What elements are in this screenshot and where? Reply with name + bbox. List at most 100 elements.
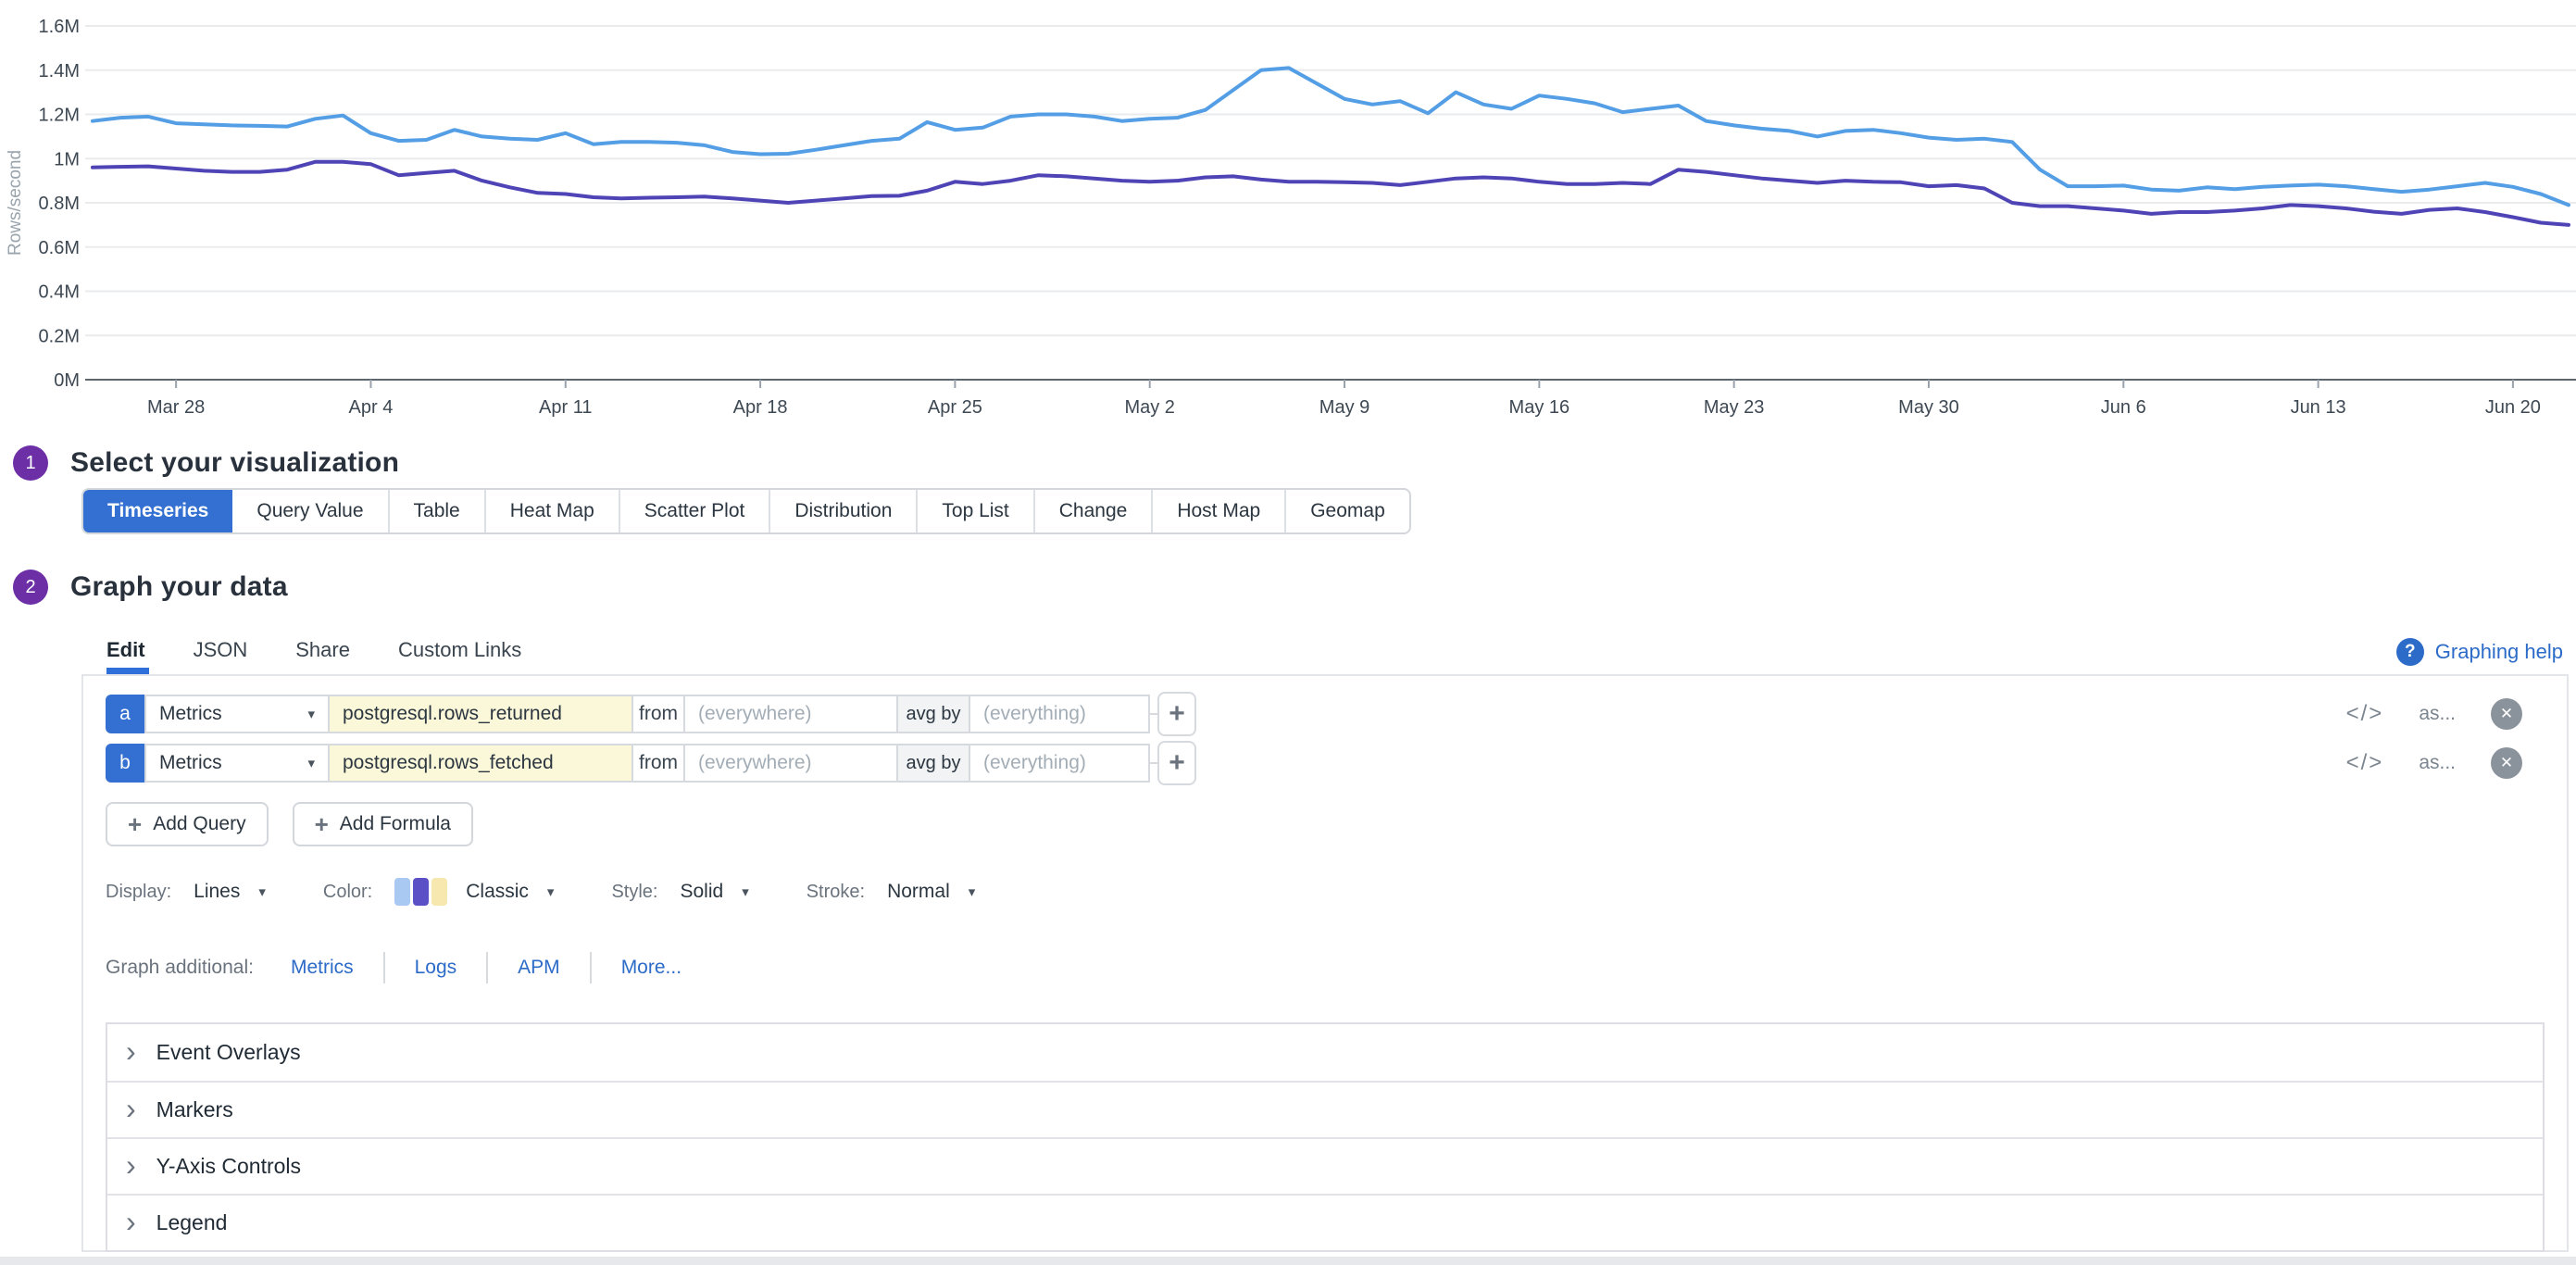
- svg-text:1M: 1M: [54, 149, 80, 169]
- viz-tab-query-value[interactable]: Query Value: [232, 490, 390, 532]
- scope-input[interactable]: [683, 744, 898, 783]
- add-group-button[interactable]: +: [1157, 741, 1196, 785]
- chevron-right-icon: ›: [126, 1147, 136, 1182]
- svg-text:1.4M: 1.4M: [39, 61, 80, 81]
- viz-tab-heat-map[interactable]: Heat Map: [486, 490, 620, 532]
- display-label: Display:: [106, 881, 172, 902]
- query-letter-badge: b: [106, 744, 144, 783]
- tab-share[interactable]: Share: [295, 638, 350, 661]
- add-group-button[interactable]: +: [1157, 692, 1196, 736]
- plus-icon: +: [128, 809, 143, 838]
- graphing-help-label: Graphing help: [2434, 640, 2563, 663]
- section-y-axis-controls[interactable]: › Y-Axis Controls: [107, 1137, 2543, 1194]
- viz-tab-geomap[interactable]: Geomap: [1310, 500, 1385, 521]
- display-options-row: Display: Lines ▾ Color: Classic ▾ Style:…: [106, 877, 2545, 907]
- step1-header: 1 Select your visualization: [13, 445, 2576, 481]
- svg-text:Apr 4: Apr 4: [349, 397, 394, 418]
- svg-text:Apr 18: Apr 18: [733, 397, 788, 418]
- viz-tab-scatter-plot[interactable]: Scatter Plot: [620, 490, 771, 532]
- viz-tab-table[interactable]: Table: [390, 490, 486, 532]
- group-by-input[interactable]: [969, 695, 1150, 733]
- code-editor-icon[interactable]: </>: [2345, 701, 2384, 726]
- avg-by-label: avg by: [896, 695, 970, 733]
- graph-additional-metrics-link[interactable]: Metrics: [290, 957, 354, 978]
- graph-your-data-section: 2 Graph your data Edit JSON Share Custom…: [0, 570, 2576, 1252]
- svg-text:0.4M: 0.4M: [39, 282, 80, 303]
- svg-text:Apr 25: Apr 25: [928, 397, 982, 418]
- svg-text:1.2M: 1.2M: [39, 106, 80, 126]
- group-by-input[interactable]: [969, 744, 1150, 783]
- metric-input[interactable]: [328, 695, 633, 733]
- color-palette-select[interactable]: Classic ▾: [394, 878, 554, 906]
- divider: [382, 952, 385, 983]
- section-legend[interactable]: › Legend: [107, 1194, 2543, 1250]
- color-label: Color:: [322, 881, 373, 902]
- graph-additional-apm-link[interactable]: APM: [518, 957, 560, 978]
- tab-custom-links[interactable]: Custom Links: [397, 638, 522, 661]
- line-style-select[interactable]: Solid ▾: [680, 881, 748, 903]
- display-type-select[interactable]: Lines ▾: [194, 881, 266, 903]
- add-query-button[interactable]: + Add Query: [106, 802, 269, 846]
- svg-text:Rows/second: Rows/second: [6, 150, 25, 256]
- query-row-b: b Metrics ▾ from avg by + </> as... ✕: [106, 741, 2545, 785]
- chevron-down-icon: ▾: [258, 884, 266, 900]
- visualization-tabs: Timeseries Query Value Table Heat Map Sc…: [81, 488, 1411, 534]
- add-formula-label: Add Formula: [339, 813, 451, 834]
- chevron-down-icon: ▾: [546, 884, 555, 900]
- as-alias-button[interactable]: as...: [2419, 752, 2456, 773]
- add-formula-button[interactable]: + Add Formula: [292, 802, 473, 846]
- graphing-help-link[interactable]: ? Graphing help: [2395, 636, 2563, 666]
- query-source-select[interactable]: Metrics ▾: [144, 695, 330, 733]
- step2-number-badge: 2: [13, 570, 48, 605]
- svg-text:Jun 20: Jun 20: [2485, 397, 2541, 418]
- bottom-scrollbar-track[interactable]: [0, 1257, 2576, 1265]
- metric-input[interactable]: [328, 744, 633, 783]
- tab-edit[interactable]: Edit: [106, 636, 149, 674]
- color-palette-value: Classic: [466, 881, 529, 902]
- viz-tab-top-list[interactable]: Top List: [918, 490, 1035, 532]
- from-label: from: [631, 695, 685, 733]
- svg-text:May 30: May 30: [1898, 397, 1959, 418]
- svg-text:0.6M: 0.6M: [39, 238, 80, 258]
- viz-tab-distribution[interactable]: Distribution: [770, 490, 919, 532]
- viz-tab-change[interactable]: Change: [1035, 490, 1154, 532]
- step1-number-badge: 1: [13, 445, 48, 481]
- chevron-right-icon: ›: [126, 1033, 136, 1068]
- chevron-down-icon: ▾: [968, 884, 976, 900]
- scope-input[interactable]: [683, 695, 898, 733]
- graph-additional-row: Graph additional: Metrics Logs APM More.…: [106, 952, 2545, 983]
- svg-text:May 9: May 9: [1319, 397, 1369, 418]
- svg-text:1.6M: 1.6M: [39, 17, 80, 37]
- stroke-select[interactable]: Normal ▾: [887, 881, 975, 903]
- code-editor-icon[interactable]: </>: [2345, 750, 2384, 775]
- avg-by-label: avg by: [896, 744, 970, 783]
- query-row-a: a Metrics ▾ from avg by + </> as... ✕: [106, 692, 2545, 736]
- svg-text:0M: 0M: [54, 370, 80, 391]
- query-editor-panel: a Metrics ▾ from avg by + </> as... ✕ b …: [81, 674, 2569, 1252]
- svg-text:May 23: May 23: [1704, 397, 1765, 418]
- svg-text:0.8M: 0.8M: [39, 194, 80, 214]
- graph-additional-logs-link[interactable]: Logs: [414, 957, 457, 978]
- query-row-actions: </> as... ✕: [2346, 698, 2522, 730]
- svg-text:Jun 13: Jun 13: [2291, 397, 2346, 418]
- query-source-select[interactable]: Metrics ▾: [144, 744, 330, 783]
- step1-title: Select your visualization: [70, 447, 400, 478]
- tab-json[interactable]: JSON: [193, 638, 248, 661]
- collapsible-sections: › Event Overlays › Markers › Y-Axis Cont…: [106, 1022, 2545, 1252]
- as-alias-button[interactable]: as...: [2419, 703, 2456, 724]
- section-event-overlays[interactable]: › Event Overlays: [107, 1024, 2543, 1081]
- graph-additional-more-link[interactable]: More...: [620, 957, 682, 978]
- section-markers[interactable]: › Markers: [107, 1081, 2543, 1137]
- viz-tab-timeseries[interactable]: Timeseries: [83, 490, 233, 532]
- section-label: Event Overlays: [156, 1040, 301, 1064]
- query-source-value: Metrics: [159, 703, 222, 724]
- plus-icon: +: [314, 809, 329, 838]
- remove-query-icon[interactable]: ✕: [2491, 698, 2522, 730]
- help-icon: ?: [2395, 638, 2424, 666]
- style-label: Style:: [611, 881, 658, 902]
- editor-tabs: Edit JSON Share Custom Links ? Graphing …: [106, 636, 2563, 674]
- query-row-actions: </> as... ✕: [2346, 747, 2522, 779]
- remove-query-icon[interactable]: ✕: [2491, 747, 2522, 779]
- viz-tab-host-map[interactable]: Host Map: [1153, 490, 1287, 532]
- section-label: Markers: [156, 1097, 233, 1121]
